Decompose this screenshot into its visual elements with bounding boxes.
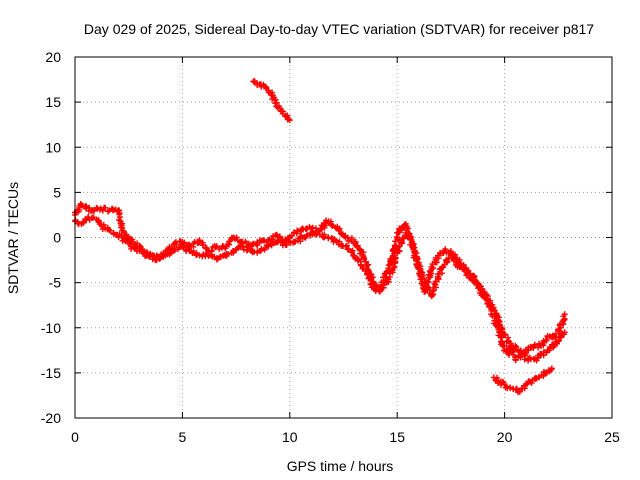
data-point-fill xyxy=(534,354,541,361)
data-point-fill xyxy=(436,271,443,278)
data-point-fill xyxy=(208,252,215,259)
data-point-fill xyxy=(328,221,335,228)
y-tick-label: -5 xyxy=(49,275,62,291)
data-point-fill xyxy=(542,336,549,343)
data-point-fill xyxy=(546,345,553,352)
y-tick-label: -15 xyxy=(41,365,61,381)
data-point xyxy=(561,329,568,336)
y-tick-label: -20 xyxy=(41,410,61,426)
data-points xyxy=(71,78,568,396)
y-tick-label: 15 xyxy=(45,94,61,110)
data-point xyxy=(402,229,409,236)
data-point-fill xyxy=(438,270,445,277)
data-point-fill xyxy=(555,338,562,345)
data-point-fill xyxy=(216,246,223,253)
data-point xyxy=(265,237,272,244)
data-point-fill xyxy=(348,236,355,243)
data-point-fill xyxy=(354,257,361,264)
data-point-fill xyxy=(428,263,435,270)
data-point-fill xyxy=(469,276,476,283)
data-point-fill xyxy=(283,242,290,249)
data-point-fill xyxy=(414,256,421,263)
data-point-fill xyxy=(403,227,410,234)
x-tick-label: 20 xyxy=(497,429,513,445)
chart-title: Day 029 of 2025, Sidereal Day-to-day VTE… xyxy=(84,21,594,37)
x-tick-label: 10 xyxy=(282,429,298,445)
data-point-fill xyxy=(364,271,371,278)
x-tick-label: 5 xyxy=(179,429,187,445)
data-point-fill xyxy=(258,247,265,254)
x-tick-label: 0 xyxy=(71,429,79,445)
data-point-fill xyxy=(419,275,426,282)
y-axis-label: SDTVAR / TECUs xyxy=(5,182,21,294)
data-point-fill xyxy=(336,238,343,245)
data-point-fill xyxy=(491,307,498,314)
data-point-fill xyxy=(107,227,114,234)
data-point-fill xyxy=(507,384,514,391)
data-point-fill xyxy=(348,249,355,256)
data-point-fill xyxy=(510,351,517,358)
data-point-fill xyxy=(333,237,340,244)
data-point-fill xyxy=(550,342,557,349)
data-point-fill xyxy=(385,262,392,269)
data-point-fill xyxy=(102,204,109,211)
data-point-fill xyxy=(345,245,352,252)
data-point-fill xyxy=(432,278,439,285)
data-point-fill xyxy=(285,115,292,122)
data-point-fill xyxy=(442,246,449,253)
y-tick-label: -10 xyxy=(41,320,61,336)
data-point-fill xyxy=(208,247,215,254)
data-point-fill xyxy=(392,254,399,261)
data-point xyxy=(396,243,403,250)
data-point-fill xyxy=(367,281,374,288)
data-point-fill xyxy=(83,203,90,210)
data-point-fill xyxy=(93,204,100,211)
data-point-fill xyxy=(100,221,107,228)
data-point-fill xyxy=(470,275,477,282)
data-point-fill xyxy=(321,233,328,240)
data-point-fill xyxy=(407,235,414,242)
data-point-fill xyxy=(238,240,245,247)
data-point-fill xyxy=(493,374,500,381)
data-point-fill xyxy=(146,253,153,260)
data-point-fill xyxy=(90,207,97,214)
x-tick-label: 15 xyxy=(389,429,405,445)
x-tick-label: 25 xyxy=(604,429,620,445)
y-tick-label: 0 xyxy=(53,230,61,246)
data-point-fill xyxy=(233,234,240,241)
data-point xyxy=(561,311,568,318)
y-tick-label: 20 xyxy=(45,49,61,65)
data-point-fill xyxy=(363,258,370,265)
data-point-fill xyxy=(224,250,231,257)
axis-ticks: 0 5 10 15 20 25 -20 -15 -10 -5 0 5 10 15 20 xyxy=(41,49,620,445)
data-point-fill xyxy=(421,280,428,287)
y-tick-label: 10 xyxy=(45,139,61,155)
data-point-fill xyxy=(138,247,145,254)
y-tick-label: 5 xyxy=(53,184,61,200)
data-point-fill xyxy=(531,341,538,348)
data-point xyxy=(286,117,293,124)
data-point-fill xyxy=(116,214,123,221)
data-point-fill xyxy=(147,252,154,259)
data-point-fill xyxy=(325,234,332,241)
data-point-fill xyxy=(329,223,336,230)
data-point-fill xyxy=(226,238,233,245)
x-axis-label: GPS time / hours xyxy=(287,458,394,474)
data-point-fill xyxy=(512,357,519,364)
data-point xyxy=(548,365,555,372)
data-point-fill xyxy=(313,229,320,236)
